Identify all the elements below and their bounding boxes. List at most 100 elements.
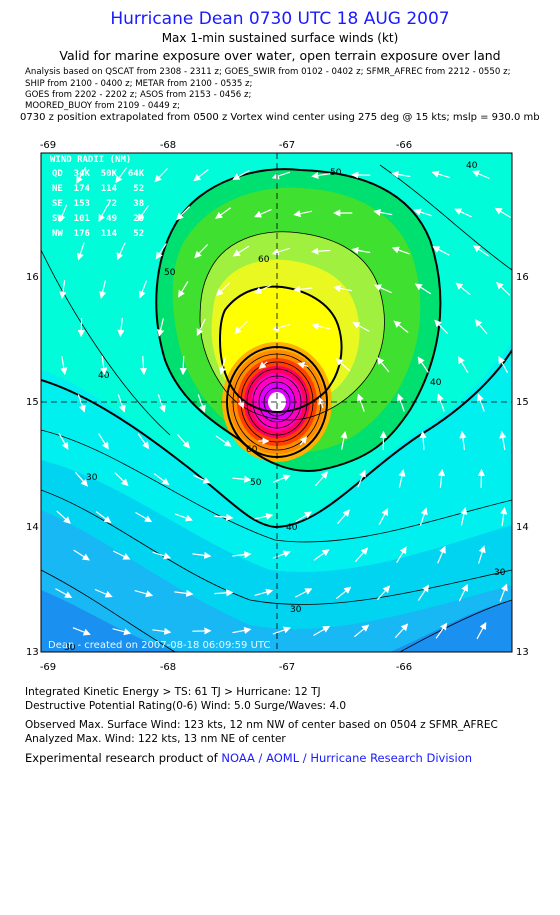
wind-vector: [174, 513, 193, 522]
wind-radii-row: SW 101 49 29: [52, 214, 144, 224]
wind-vector: [214, 513, 234, 521]
wind-vector: [76, 242, 85, 261]
wind-vector: [458, 356, 469, 374]
wind-vector: [478, 545, 486, 564]
wind-vector: [396, 546, 407, 564]
wind-vector: [271, 247, 291, 256]
wind-vector: [215, 435, 232, 447]
wind-vector: [419, 507, 428, 526]
wind-vector: [459, 430, 467, 450]
contour-label: 40: [466, 161, 478, 171]
wind-vector: [98, 204, 109, 222]
wind-vector: [232, 475, 252, 483]
wind-vector: [157, 394, 166, 413]
wind-vector: [254, 208, 272, 218]
wind-vector: [378, 508, 389, 526]
wind-vector: [494, 207, 512, 219]
position-note: 0730 z position extrapolated from 0500 z…: [20, 112, 540, 123]
wind-vector: [499, 430, 507, 450]
wind-radii-header: WIND RADII (NM): [50, 155, 131, 165]
wind-vector: [458, 583, 468, 602]
wind-vector: [391, 170, 411, 179]
band-20-east: [390, 600, 512, 652]
wind-vector: [271, 171, 291, 180]
wind-vector: [374, 284, 392, 294]
wind-vector: [215, 207, 232, 219]
contour-label: 60: [258, 255, 270, 265]
wind-vector: [393, 320, 409, 334]
wind-vector: [77, 317, 85, 338]
wind-vector: [232, 626, 252, 635]
wind-vector: [436, 393, 445, 412]
contour-label: 60: [246, 445, 258, 455]
wind-vector: [139, 355, 148, 376]
wind-vector: [56, 510, 71, 524]
wind-field: 50 60 50 40 30 40 30 30 40 50 60 40 30 4…: [41, 153, 528, 652]
credit-line: Experimental research product of NOAA / …: [25, 751, 472, 765]
contour-line: [199, 231, 385, 421]
wind-vector: [254, 284, 272, 294]
wind-vector: [77, 394, 86, 413]
wind-vector: [152, 627, 172, 635]
wind-vector: [340, 431, 348, 450]
wind-vector: [354, 547, 369, 563]
wind-vector: [455, 282, 471, 296]
wind-vector: [58, 204, 68, 223]
wind-field-map: -69 -68 -67 -66 -69 -68 -67 -66 16 15 14…: [26, 140, 529, 670]
wind-vector: [311, 171, 331, 179]
wind-vector: [192, 474, 211, 484]
wind-vector: [115, 167, 128, 184]
wind-vector: [357, 469, 366, 488]
lat-tick-left: 14: [26, 522, 39, 533]
wind-vector: [500, 506, 508, 526]
wind-vector: [398, 469, 406, 488]
analysis-note-3: GOES from 2202 - 2202 z; ASOS from 2153 …: [25, 90, 252, 100]
contour-line: [41, 249, 171, 436]
validity-note: Valid for marine exposure over water, op…: [59, 48, 501, 63]
wind-vector: [514, 245, 528, 256]
lat-tick-right: 15: [516, 397, 529, 408]
wind-vector: [153, 473, 170, 486]
wind-vector: [114, 472, 129, 487]
wind-vector: [336, 509, 350, 525]
wind-vector: [272, 626, 291, 635]
wind-vector: [59, 280, 67, 300]
wind-vector: [194, 244, 209, 259]
wind-vector: [137, 205, 149, 222]
contour-label: 30: [290, 605, 302, 615]
wind-vector: [396, 393, 405, 412]
wind-vector: [254, 512, 274, 520]
wind-vector: [521, 470, 522, 488]
wind-vector: [496, 281, 511, 296]
wind-vector: [376, 585, 391, 601]
wind-vector: [174, 589, 194, 597]
wind-vector: [214, 589, 234, 597]
wind-vector: [73, 549, 90, 561]
wind-vector: [498, 356, 509, 374]
wind-vector: [311, 322, 331, 330]
wind-vector: [499, 583, 508, 602]
wind-vector: [472, 245, 490, 257]
contour-label: 30: [86, 473, 98, 483]
wind-vector: [154, 168, 168, 183]
wind-radii-row: NE 174 114 52: [52, 184, 144, 194]
contour-label: 30: [494, 568, 506, 578]
lat-tick-left: 16: [26, 272, 39, 283]
lat-tick-right: 16: [516, 272, 529, 283]
wind-radii-columns: QD 34K 50K 64K: [52, 169, 145, 179]
created-stamp: Dean - created on 2007-08-18 06:09:59 UT…: [48, 640, 270, 651]
wind-vector: [55, 588, 73, 598]
wind-vector: [258, 361, 268, 369]
wind-vector: [376, 357, 390, 373]
wind-vector: [157, 318, 165, 337]
wind-vector: [116, 242, 126, 261]
wind-vector: [58, 432, 69, 450]
wind-vector: [373, 208, 393, 217]
wind-vector: [192, 551, 212, 559]
contour-line-64: [218, 285, 343, 414]
wind-vector: [297, 361, 309, 369]
wind-radii-row: SE 153 72 38: [52, 199, 144, 209]
contour-label: 50: [250, 478, 262, 488]
hrd-link[interactable]: NOAA / AOML / Hurricane Research Divisio…: [221, 751, 473, 765]
wind-vector: [112, 628, 132, 636]
